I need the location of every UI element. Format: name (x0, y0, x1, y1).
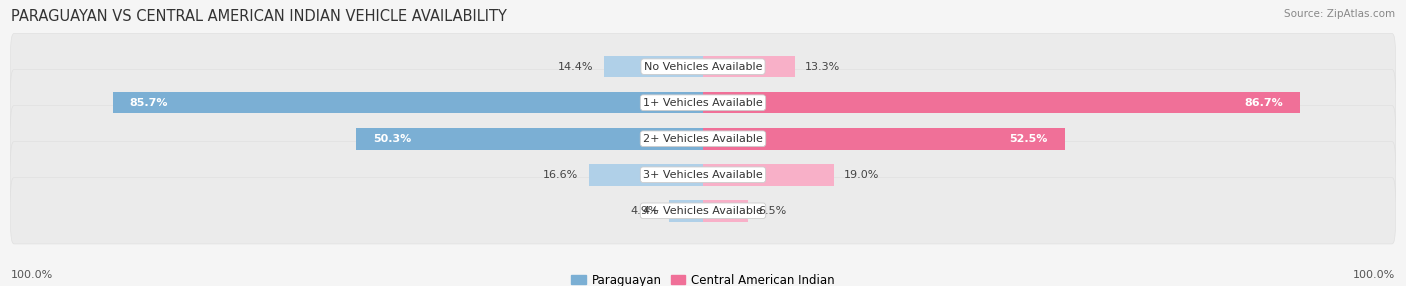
Bar (703, 56, 794, 78)
Bar (589, 164, 703, 186)
Text: 14.4%: 14.4% (558, 62, 593, 72)
Bar (703, 92, 1301, 114)
Text: 2+ Vehicles Available: 2+ Vehicles Available (643, 134, 763, 144)
Text: 3+ Vehicles Available: 3+ Vehicles Available (643, 170, 763, 180)
Text: 50.3%: 50.3% (374, 134, 412, 144)
FancyBboxPatch shape (11, 33, 1395, 100)
Text: 19.0%: 19.0% (844, 170, 880, 180)
Bar (703, 164, 834, 186)
Bar (703, 128, 1064, 150)
Text: 4.9%: 4.9% (630, 206, 659, 216)
Text: 4+ Vehicles Available: 4+ Vehicles Available (643, 206, 763, 216)
Text: 100.0%: 100.0% (1353, 270, 1395, 280)
Text: 13.3%: 13.3% (806, 62, 841, 72)
Bar (703, 200, 748, 222)
Text: 1+ Vehicles Available: 1+ Vehicles Available (643, 98, 763, 108)
Text: 16.6%: 16.6% (543, 170, 578, 180)
Bar (112, 92, 703, 114)
Text: Source: ZipAtlas.com: Source: ZipAtlas.com (1284, 9, 1395, 19)
Text: 52.5%: 52.5% (1010, 134, 1047, 144)
Bar (357, 128, 703, 150)
Text: No Vehicles Available: No Vehicles Available (644, 62, 762, 72)
Text: 85.7%: 85.7% (129, 98, 169, 108)
Text: 6.5%: 6.5% (758, 206, 786, 216)
FancyBboxPatch shape (11, 178, 1395, 244)
FancyBboxPatch shape (11, 142, 1395, 208)
Text: PARAGUAYAN VS CENTRAL AMERICAN INDIAN VEHICLE AVAILABILITY: PARAGUAYAN VS CENTRAL AMERICAN INDIAN VE… (11, 9, 508, 23)
Text: 86.7%: 86.7% (1244, 98, 1284, 108)
Text: 100.0%: 100.0% (11, 270, 53, 280)
Bar (603, 56, 703, 78)
FancyBboxPatch shape (11, 106, 1395, 172)
Legend: Paraguayan, Central American Indian: Paraguayan, Central American Indian (567, 269, 839, 286)
Bar (669, 200, 703, 222)
FancyBboxPatch shape (11, 69, 1395, 136)
